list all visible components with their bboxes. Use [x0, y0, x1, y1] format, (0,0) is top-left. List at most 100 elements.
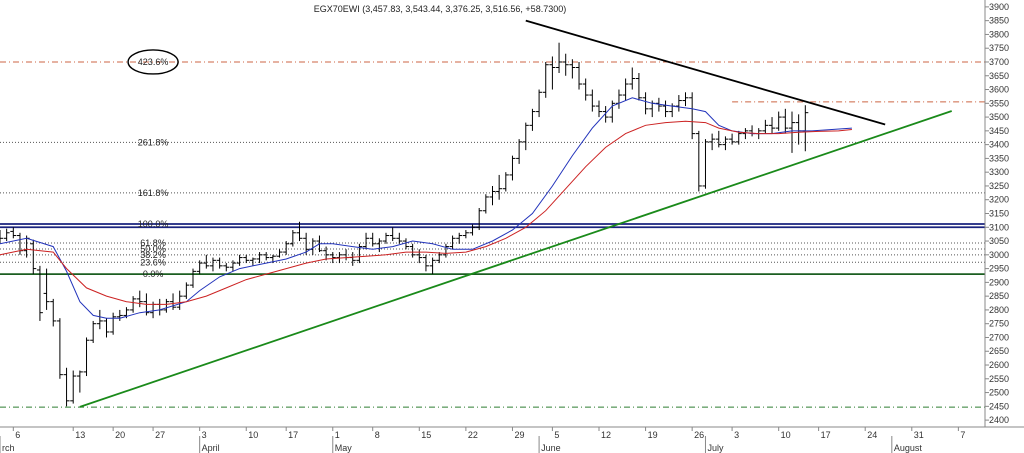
x-tick-label: 22 — [468, 430, 478, 440]
y-tick-label: 2500 — [989, 388, 1009, 398]
ohlc-bar — [96, 309, 103, 330]
month-label: April — [202, 443, 220, 453]
ohlc-bar — [243, 254, 250, 264]
ohlc-bar — [170, 293, 177, 310]
ohlc-bar — [3, 228, 10, 242]
y-tick-label: 3050 — [989, 236, 1009, 246]
support-trend-line — [79, 110, 953, 408]
ohlc-bar — [549, 56, 556, 90]
ohlc-bar — [329, 252, 336, 264]
x-tick-label: 17 — [288, 430, 298, 440]
ohlc-bar — [735, 130, 742, 145]
ohlc-bar — [36, 265, 43, 321]
y-tick-label: 3300 — [989, 167, 1009, 177]
level-label: 423.6% — [138, 57, 169, 67]
ohlc-bar — [482, 194, 489, 214]
y-tick-label: 2900 — [989, 277, 1009, 287]
ohlc-bar — [163, 298, 170, 313]
y-tick-label: 3450 — [989, 126, 1009, 136]
ohlc-bar — [576, 61, 583, 90]
ohlc-bar — [769, 117, 776, 134]
ohlc-bar — [749, 125, 756, 137]
ohlc-bar — [436, 252, 443, 264]
y-tick-label: 3400 — [989, 140, 1009, 150]
ohlc-bar — [422, 254, 429, 272]
level-label: 38.2% — [140, 250, 166, 260]
ohlc-bar — [276, 249, 283, 258]
ohlc-bar — [349, 252, 356, 266]
ohlc-bar — [263, 252, 270, 261]
level-label: 161.8% — [138, 188, 169, 198]
ohlc-bar — [183, 282, 190, 299]
ohlc-bar — [416, 249, 423, 264]
ohlc-bar — [795, 114, 802, 145]
month-label: August — [894, 443, 923, 453]
ohlc-bar — [722, 136, 729, 151]
moving-average-line — [0, 97, 852, 319]
x-tick-label: 10 — [248, 430, 258, 440]
ohlc-bar — [562, 53, 569, 76]
y-tick-label: 2700 — [989, 332, 1009, 342]
y-tick-label: 2750 — [989, 319, 1009, 329]
x-tick-label: 27 — [155, 430, 165, 440]
ohlc-bar — [156, 298, 163, 316]
ohlc-bar — [689, 92, 696, 140]
x-tick-label: 8 — [375, 430, 380, 440]
ohlc-bar — [323, 246, 330, 261]
ohlc-bar — [509, 155, 516, 181]
y-tick-label: 3200 — [989, 195, 1009, 205]
x-tick-label: 3 — [202, 430, 207, 440]
ohlc-bar — [602, 106, 609, 123]
ohlc-bar — [216, 257, 223, 269]
ohlc-bar — [43, 268, 50, 310]
ohlc-bar — [283, 241, 290, 255]
y-tick-label: 3350 — [989, 153, 1009, 163]
ohlc-bar — [90, 320, 97, 343]
y-tick-label: 2600 — [989, 360, 1009, 370]
y-tick-label: 2450 — [989, 401, 1009, 411]
x-tick-label: 6 — [15, 430, 20, 440]
x-tick-label: 29 — [514, 430, 524, 440]
ohlc-bar — [56, 318, 63, 379]
moving-average-line — [0, 120, 852, 305]
chart-title: EGX70EWI (3,457.83, 3,543.44, 3,376.25, … — [314, 4, 566, 14]
ohlc-bar — [10, 227, 17, 239]
x-tick-label: 17 — [821, 430, 831, 440]
ohlc-bar — [782, 108, 789, 134]
resistance-trend-line — [525, 19, 886, 126]
ohlc-bar — [229, 260, 236, 272]
ohlc-bar — [83, 337, 90, 377]
ohlc-bar — [110, 312, 117, 335]
ohlc-bar — [476, 207, 483, 231]
ohlc-bar — [742, 128, 749, 140]
x-tick-label: 19 — [648, 430, 658, 440]
ohlc-bar — [130, 296, 137, 313]
ohlc-bar — [70, 370, 77, 404]
ohlc-bar — [209, 257, 216, 272]
ohlc-bar — [662, 100, 669, 118]
y-tick-label: 2800 — [989, 305, 1009, 315]
ohlc-bar — [63, 367, 70, 407]
ohlc-bar — [356, 243, 363, 264]
x-tick-label: 12 — [601, 430, 611, 440]
ohlc-bar — [522, 122, 529, 151]
trend-lines — [79, 19, 953, 408]
x-tick-label: 5 — [554, 430, 559, 440]
level-label: 61.8% — [140, 238, 166, 248]
ohlc-bar — [582, 78, 589, 101]
ohlc-bar — [409, 243, 416, 258]
ohlc-bar — [615, 89, 622, 109]
ohlc-bar — [622, 78, 629, 101]
ohlc-bar — [383, 232, 390, 244]
ohlc-bar — [629, 67, 636, 90]
x-tick-label: 24 — [867, 430, 877, 440]
y-tick-label: 3100 — [989, 222, 1009, 232]
ohlc-bar — [469, 224, 476, 236]
ohlc-bar — [775, 111, 782, 131]
y-tick-label: 3700 — [989, 57, 1009, 67]
ohlc-bar — [190, 268, 197, 288]
ohlc-bar — [695, 130, 702, 192]
ohlc-bar — [103, 318, 110, 338]
